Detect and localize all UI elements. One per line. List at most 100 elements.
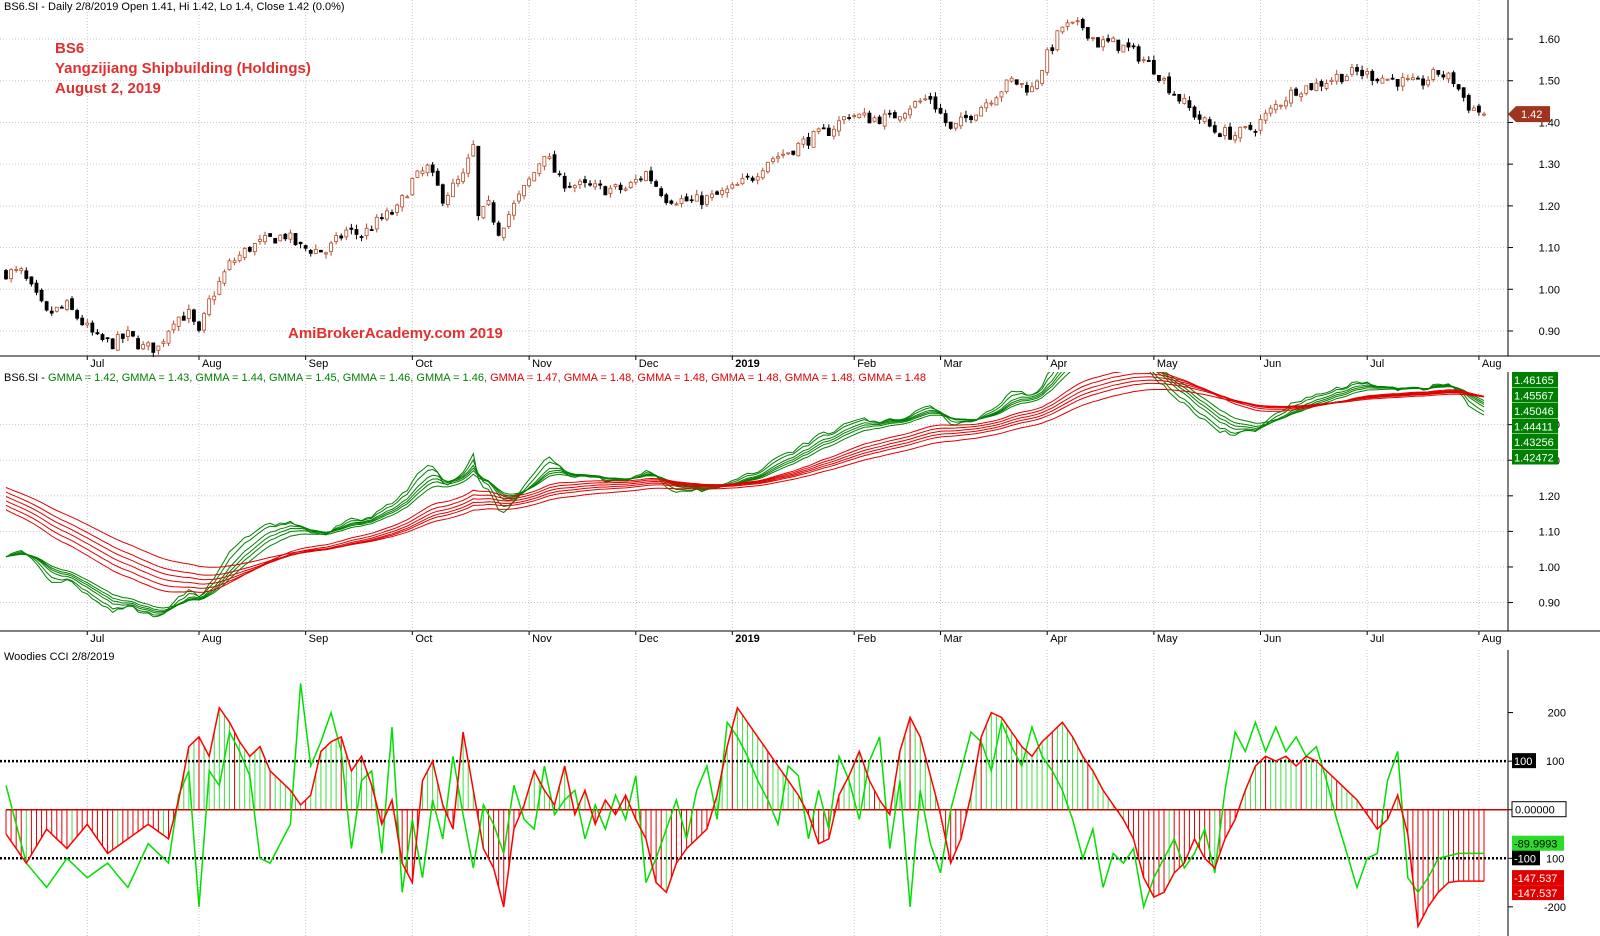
candle-up <box>1380 77 1385 84</box>
candle-up <box>471 144 476 157</box>
candle-up <box>405 196 410 199</box>
y-tick-label: 1.10 <box>1539 526 1560 538</box>
candle-up <box>156 345 161 351</box>
candle-up <box>765 161 770 173</box>
candle-down <box>1441 74 1446 78</box>
candle-up <box>1019 82 1024 85</box>
candle-up <box>232 260 237 263</box>
cci-chart[interactable]: -200 200 100 100 -100 100 0.00000 -89.9993 -147.… <box>0 650 1600 936</box>
candle-up <box>420 170 425 174</box>
candle-up <box>613 184 618 188</box>
candle-up <box>918 100 923 103</box>
candle-up <box>857 113 862 118</box>
candle-down <box>1024 84 1029 93</box>
candle-down <box>1228 126 1232 140</box>
gmma-value-label: 1.44411 <box>1514 422 1553 434</box>
candle-down <box>821 127 826 130</box>
candle-up <box>1334 73 1339 82</box>
candle-up <box>1329 79 1334 82</box>
candle-up <box>1365 71 1370 75</box>
candle-down <box>933 96 938 110</box>
candle-up <box>572 185 577 189</box>
candle-down <box>1395 79 1400 87</box>
candle-down <box>110 338 115 350</box>
price-pane: BS6.SI - Daily 2/8/2019 Open 1.41, Hi 1.… <box>0 0 1600 370</box>
candle-up <box>512 202 516 216</box>
candle-down <box>598 183 603 186</box>
candle-down <box>1126 42 1131 48</box>
candle-up <box>974 114 978 121</box>
candle-down <box>1416 77 1420 80</box>
candle-down <box>293 233 298 246</box>
price-header: BS6.SI - Daily 2/8/2019 Open 1.41, Hi 1.… <box>4 1 345 13</box>
candle-up <box>54 306 59 312</box>
candle-down <box>877 116 882 125</box>
zero-box-bg <box>1511 801 1567 818</box>
candle-down <box>268 233 273 237</box>
plus100-axis-label: 100 <box>1546 756 1564 768</box>
candle-up <box>207 298 212 315</box>
y-tick-label: 1.50 <box>1539 76 1560 88</box>
candle-down <box>39 289 44 302</box>
candle-down <box>1146 60 1151 62</box>
symbol-annotation: BS6 <box>55 40 85 57</box>
candle-up <box>1141 59 1146 62</box>
x-tick-label: 2019 <box>735 358 759 370</box>
gmma-chart[interactable]: 0.901.001.101.201.301.40JulAugSepOctNovD… <box>0 372 1600 648</box>
candle-up <box>1284 100 1288 107</box>
candle-up <box>466 157 471 174</box>
candle-down <box>664 194 669 204</box>
x-tick-label: Aug <box>202 633 222 645</box>
candle-down <box>943 113 948 124</box>
candle-up <box>242 248 247 258</box>
candle-up <box>725 188 730 194</box>
candle-up <box>425 164 430 174</box>
candle-up <box>1258 118 1263 131</box>
candle-down <box>638 178 643 181</box>
candle-down <box>1248 124 1253 130</box>
tcci-line <box>5 683 1484 910</box>
candle-down <box>44 301 49 311</box>
candle-up <box>1045 49 1050 73</box>
x-tick-label: Apr <box>1050 358 1067 370</box>
candle-down <box>1207 119 1212 127</box>
candle-up <box>760 170 765 179</box>
candle-up <box>65 300 69 310</box>
x-tick-label: Jul <box>90 633 104 645</box>
candle-up <box>313 248 318 254</box>
minus100-box-bg <box>1512 850 1540 866</box>
candle-up <box>755 176 760 181</box>
y-tick-label: 1.20 <box>1539 201 1560 213</box>
candle-down <box>49 310 54 314</box>
y-tick-label: 1.30 <box>1539 159 1560 171</box>
candle-down <box>588 183 592 186</box>
y-tick-label: -200 <box>1544 902 1566 914</box>
candle-up <box>720 190 725 195</box>
gmma-line <box>5 372 1485 618</box>
gmma-legend-item: GMMA = 1.42, <box>48 372 122 384</box>
candle-up <box>1223 127 1227 136</box>
x-tick-label: Aug <box>1482 633 1502 645</box>
candle-up <box>1289 89 1293 104</box>
cci-value-label: -147.537 <box>1514 873 1557 885</box>
candle-up <box>1009 77 1014 82</box>
cci-pane: Woodies CCI 2/8/2019 -200 200 100 100 -100 10… <box>0 650 1600 936</box>
candle-down <box>1436 70 1441 75</box>
last-price-marker <box>1508 106 1550 123</box>
candle-up <box>1344 75 1349 82</box>
candle-up <box>994 97 999 106</box>
candle-up <box>486 199 491 205</box>
x-tick-label: Sep <box>309 358 329 370</box>
x-tick-label: Jun <box>1264 358 1282 370</box>
candle-up <box>1060 26 1065 33</box>
gmma-line <box>5 376 1485 585</box>
candle-down <box>1116 39 1121 51</box>
candle-down <box>1157 74 1161 82</box>
candle-down <box>1131 45 1136 48</box>
candle-down <box>1167 76 1171 94</box>
candle-up <box>461 172 466 182</box>
candle-up <box>1243 126 1248 128</box>
plus100-box-bg <box>1512 753 1536 769</box>
company-annotation: Yangzijiang Shipbuilding (Holdings) <box>55 60 311 77</box>
